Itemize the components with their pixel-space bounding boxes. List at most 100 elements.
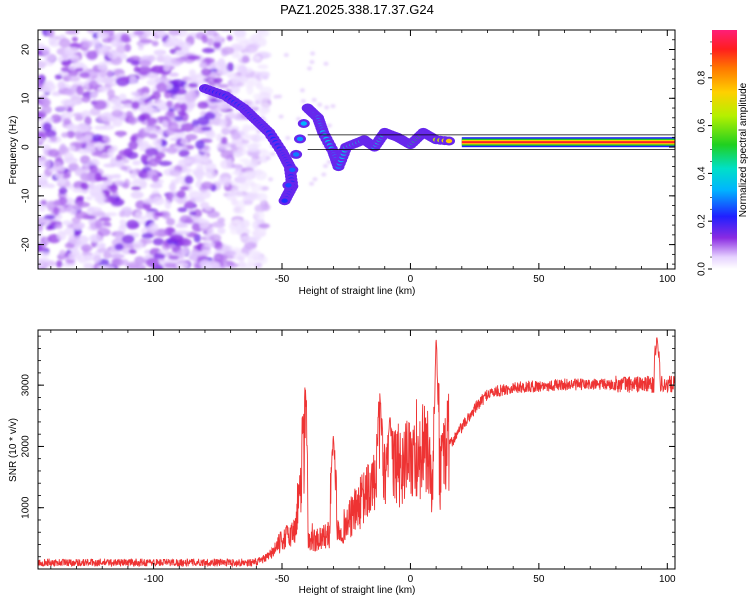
noise-blob bbox=[277, 94, 282, 99]
spectrogram-xtick-label: 50 bbox=[533, 274, 545, 285]
noise-blob bbox=[188, 69, 196, 78]
noise-blob bbox=[326, 123, 332, 128]
noise-blob bbox=[228, 112, 238, 118]
noise-blob bbox=[93, 211, 106, 217]
noise-blob bbox=[139, 112, 151, 120]
noise-blob bbox=[110, 253, 125, 259]
noise-blob bbox=[270, 152, 276, 156]
noise-blob bbox=[299, 88, 305, 93]
noise-blob bbox=[128, 75, 137, 84]
noise-blob bbox=[106, 69, 113, 78]
spectrogram-xtick-label: -100 bbox=[144, 274, 164, 285]
noise-blob bbox=[149, 182, 163, 189]
noise-blob bbox=[168, 30, 181, 36]
noise-blob bbox=[115, 154, 123, 163]
noise-blob bbox=[134, 256, 145, 265]
noise-blob bbox=[169, 72, 179, 77]
noise-blob bbox=[80, 172, 93, 182]
snr-ytick-label: 2000 bbox=[21, 435, 32, 458]
noise-blob bbox=[109, 183, 118, 193]
noise-blob bbox=[240, 235, 252, 242]
noise-blob bbox=[184, 175, 194, 185]
noise-blob bbox=[47, 30, 55, 38]
noise-blob bbox=[177, 207, 188, 213]
noise-blob bbox=[248, 170, 257, 176]
noise-blob bbox=[253, 93, 261, 100]
noise-blob bbox=[129, 55, 141, 62]
colorbar-tick-label: 0.2 bbox=[697, 214, 708, 228]
signal-core bbox=[289, 167, 296, 172]
noise-blob bbox=[139, 59, 152, 67]
noise-blob bbox=[97, 31, 110, 39]
noise-blob bbox=[38, 97, 51, 107]
noise-blob bbox=[46, 183, 56, 189]
snr-ylabel: SNR (10 * v/v) bbox=[8, 418, 19, 482]
noise-blob bbox=[257, 157, 267, 163]
noise-blob bbox=[69, 209, 77, 217]
noise-blob bbox=[278, 114, 284, 119]
noise-blob bbox=[146, 79, 158, 86]
noise-blob bbox=[207, 210, 220, 219]
noise-blob bbox=[97, 45, 109, 53]
spectrogram-ytick-label: 20 bbox=[21, 44, 32, 56]
noise-blob bbox=[97, 176, 109, 181]
noise-blob bbox=[152, 90, 161, 100]
noise-blob bbox=[103, 221, 111, 227]
noise-blob bbox=[131, 168, 138, 179]
noise-blob bbox=[98, 217, 112, 222]
noise-blob bbox=[38, 257, 50, 263]
noise-blob bbox=[185, 134, 198, 141]
noise-blob bbox=[38, 243, 43, 252]
noise-blob bbox=[243, 200, 253, 206]
noise-blob bbox=[113, 160, 124, 167]
noise-blob bbox=[103, 179, 112, 185]
noise-blob bbox=[99, 86, 112, 91]
noise-blob bbox=[232, 219, 242, 224]
noise-blob bbox=[258, 223, 270, 229]
noise-blob bbox=[162, 211, 171, 220]
noise-blob bbox=[188, 82, 199, 88]
spectrogram-xtick-label: 0 bbox=[408, 274, 414, 285]
noise-blob bbox=[107, 89, 115, 98]
noise-blob bbox=[119, 219, 127, 226]
noise-blob bbox=[120, 76, 130, 83]
noise-blob bbox=[60, 60, 72, 65]
noise-blob bbox=[204, 162, 217, 173]
noise-blob bbox=[66, 130, 76, 139]
noise-blob bbox=[257, 64, 269, 70]
colorbar-gradient bbox=[712, 30, 737, 269]
noise-blob bbox=[256, 77, 262, 82]
noise-blob bbox=[160, 139, 168, 147]
noise-blob bbox=[247, 193, 259, 201]
signal-core bbox=[296, 136, 304, 142]
noise-blob bbox=[151, 40, 159, 47]
noise-blob bbox=[230, 164, 244, 169]
noise-blob bbox=[255, 100, 260, 105]
noise-blob bbox=[152, 137, 162, 148]
colorbar-label: Normalized spectral amplitude bbox=[738, 82, 749, 217]
noise-blob bbox=[215, 104, 229, 111]
noise-blob bbox=[146, 72, 159, 79]
noise-blob bbox=[201, 263, 213, 269]
snr-xlabel: Height of straight line (km) bbox=[299, 585, 416, 596]
noise-blob bbox=[256, 192, 268, 202]
noise-blob bbox=[69, 54, 80, 62]
noise-blob bbox=[307, 66, 312, 71]
noise-blob bbox=[244, 265, 252, 269]
noise-blob bbox=[183, 167, 192, 173]
noise-blob bbox=[317, 102, 323, 107]
noise-blob bbox=[131, 101, 140, 110]
noise-blob bbox=[144, 147, 159, 156]
signal-core bbox=[300, 121, 307, 126]
snr-xtick-label: 0 bbox=[408, 574, 414, 585]
noise-blob bbox=[41, 46, 51, 56]
noise-blob bbox=[197, 101, 209, 109]
noise-blob bbox=[225, 262, 239, 268]
noise-blob bbox=[324, 105, 330, 110]
noise-blob bbox=[44, 159, 51, 169]
noise-blob bbox=[250, 103, 257, 108]
noise-blob bbox=[186, 101, 197, 109]
spectrogram-ylabel: Frequency (Hz) bbox=[8, 116, 19, 185]
noise-blob bbox=[240, 67, 248, 77]
noise-blob bbox=[254, 204, 265, 213]
